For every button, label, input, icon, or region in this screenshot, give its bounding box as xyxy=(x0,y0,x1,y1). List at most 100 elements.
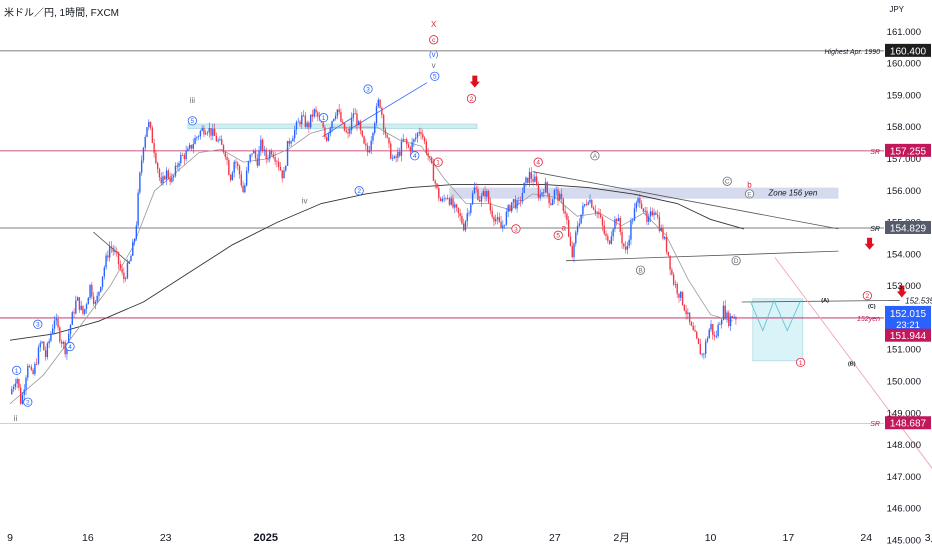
wave-label-circle xyxy=(33,319,43,329)
wave-label: 3 xyxy=(514,226,518,233)
candle-body xyxy=(674,283,677,285)
wave-label-circle xyxy=(466,93,477,104)
candle-body xyxy=(76,297,79,301)
candle-body xyxy=(381,107,383,115)
candle-body xyxy=(662,227,664,239)
candle-body xyxy=(655,212,657,215)
candle-body xyxy=(685,310,687,315)
candle-body xyxy=(454,204,456,208)
wave-label: 1 xyxy=(15,368,19,375)
candle-body xyxy=(416,133,419,138)
y-tick-label: 153.000 xyxy=(887,281,921,292)
candle-body xyxy=(148,121,150,128)
candle-body xyxy=(124,278,127,280)
candle-body xyxy=(612,229,614,237)
candle-body xyxy=(119,264,122,269)
candle-body xyxy=(391,158,394,159)
candle-body xyxy=(724,305,726,318)
candle-body xyxy=(181,154,184,156)
projection-zigzag xyxy=(750,299,801,332)
candle-body xyxy=(455,204,458,208)
level-label-highest-apr-1990: Highest Apr. 1990 xyxy=(824,49,880,56)
x-tick-label: 23 xyxy=(160,532,172,544)
target-label: 152.535 xyxy=(905,297,932,306)
candle-body xyxy=(430,157,433,164)
candle-body xyxy=(41,341,43,343)
candle-body xyxy=(468,212,470,214)
wave-label: 4 xyxy=(536,160,540,167)
candle-body xyxy=(30,366,33,370)
candle-body xyxy=(511,202,513,212)
candle-body xyxy=(493,216,495,222)
candle-body xyxy=(575,232,577,244)
candle-body xyxy=(607,236,609,241)
y-tick-label: 160.000 xyxy=(887,59,921,70)
candle-body xyxy=(142,147,145,161)
candle-body xyxy=(121,268,123,273)
target-line xyxy=(741,300,900,303)
candle-body xyxy=(414,137,417,140)
y-tick-label: 148.000 xyxy=(887,440,921,451)
candle-body xyxy=(706,338,709,342)
ma-fast-line xyxy=(9,126,733,405)
candle-body xyxy=(537,184,540,198)
x-tick-label: 13 xyxy=(393,532,405,544)
candle-body xyxy=(404,139,406,140)
candle-body xyxy=(178,163,180,167)
last-price-bg xyxy=(885,305,931,332)
down-arrow-icon xyxy=(896,285,907,298)
candle-body xyxy=(678,293,680,298)
candle-body xyxy=(89,284,91,298)
candle-body xyxy=(215,135,218,142)
zone-156-rect xyxy=(449,187,839,199)
candle-body xyxy=(630,220,632,240)
candle-body xyxy=(466,213,468,222)
candle-body xyxy=(231,172,234,181)
wave-label-circle xyxy=(744,189,755,199)
candle-body xyxy=(432,163,435,181)
wave-label: c xyxy=(432,37,436,44)
candle-body xyxy=(514,199,516,209)
candle-body xyxy=(126,262,129,279)
candle-body xyxy=(443,198,445,200)
candle-body xyxy=(233,161,235,173)
candle-body xyxy=(101,276,104,287)
candle-body xyxy=(710,323,712,330)
wave-label-circle xyxy=(363,84,373,94)
candle-body xyxy=(601,217,604,226)
y-tick-label: 161.000 xyxy=(887,27,921,38)
candle-body xyxy=(418,132,420,134)
candle-body xyxy=(336,109,339,116)
candle-body xyxy=(374,123,376,133)
candle-body xyxy=(589,199,591,203)
last-price: 152.015 xyxy=(890,309,927,320)
candle-body xyxy=(55,318,57,321)
candle-body xyxy=(293,129,296,139)
wave-label-circle xyxy=(731,256,741,266)
candle-body xyxy=(290,141,292,144)
candle-body xyxy=(619,218,621,232)
candle-body xyxy=(265,149,267,160)
candle-body xyxy=(731,316,734,318)
wave-label: 2 xyxy=(866,293,870,300)
candle-body xyxy=(713,334,716,337)
candle-body xyxy=(203,128,205,135)
trend-1 xyxy=(93,231,131,265)
candle-body xyxy=(651,211,653,216)
candle-body xyxy=(715,336,718,337)
candle-body xyxy=(407,144,410,148)
candle-body xyxy=(498,217,500,222)
candle-body xyxy=(213,128,216,136)
candle-body xyxy=(664,236,666,239)
candle-body xyxy=(566,213,568,221)
candle-body xyxy=(315,109,317,113)
candle-body xyxy=(539,194,541,198)
candle-body xyxy=(409,147,412,152)
candle-body xyxy=(286,141,289,166)
candle-body xyxy=(580,214,582,224)
candle-body xyxy=(322,122,324,128)
candle-body xyxy=(269,151,271,159)
candle-body xyxy=(338,109,340,112)
candle-body xyxy=(667,251,670,256)
